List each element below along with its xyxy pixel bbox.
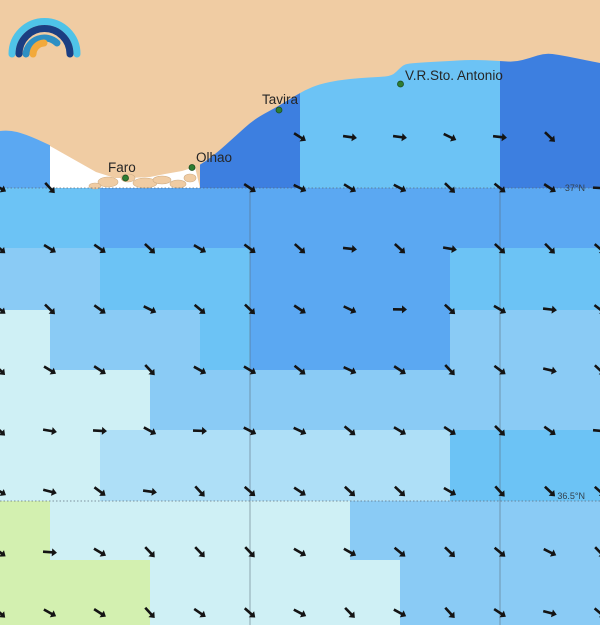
svg-text:Tavira: Tavira bbox=[262, 92, 299, 107]
svg-text:Olhao: Olhao bbox=[196, 150, 232, 165]
svg-text:V.R.Sto. Antonio: V.R.Sto. Antonio bbox=[405, 68, 503, 83]
svg-text:Faro: Faro bbox=[108, 160, 136, 175]
